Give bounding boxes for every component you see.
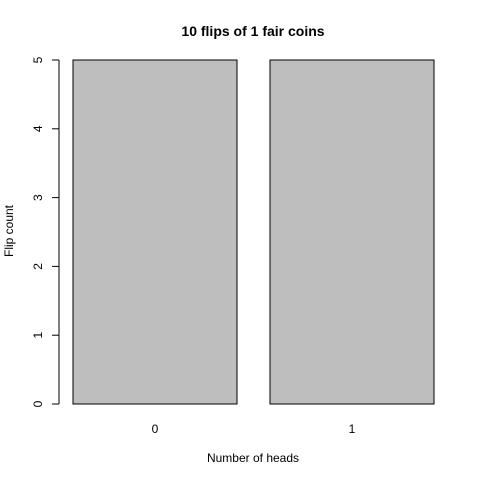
- x-tick-label: 1: [349, 422, 356, 436]
- bars-layer: [72, 59, 435, 405]
- y-tick-label: 3: [31, 194, 45, 201]
- y-axis: 0 1 2 3 4 5: [31, 56, 60, 407]
- y-tick-label: 0: [31, 400, 45, 407]
- bar-1: [269, 59, 435, 405]
- y-tick-label: 4: [31, 125, 45, 132]
- y-tick-label: 1: [31, 332, 45, 339]
- x-tick-label: 0: [152, 422, 159, 436]
- y-tick-label: 2: [31, 263, 45, 270]
- bar-0: [72, 59, 238, 405]
- x-axis-label: Number of heads: [207, 451, 299, 465]
- y-axis-label: Flip count: [2, 204, 16, 257]
- chart-title: 10 flips of 1 fair coins: [181, 23, 324, 39]
- y-tick-label: 5: [31, 56, 45, 63]
